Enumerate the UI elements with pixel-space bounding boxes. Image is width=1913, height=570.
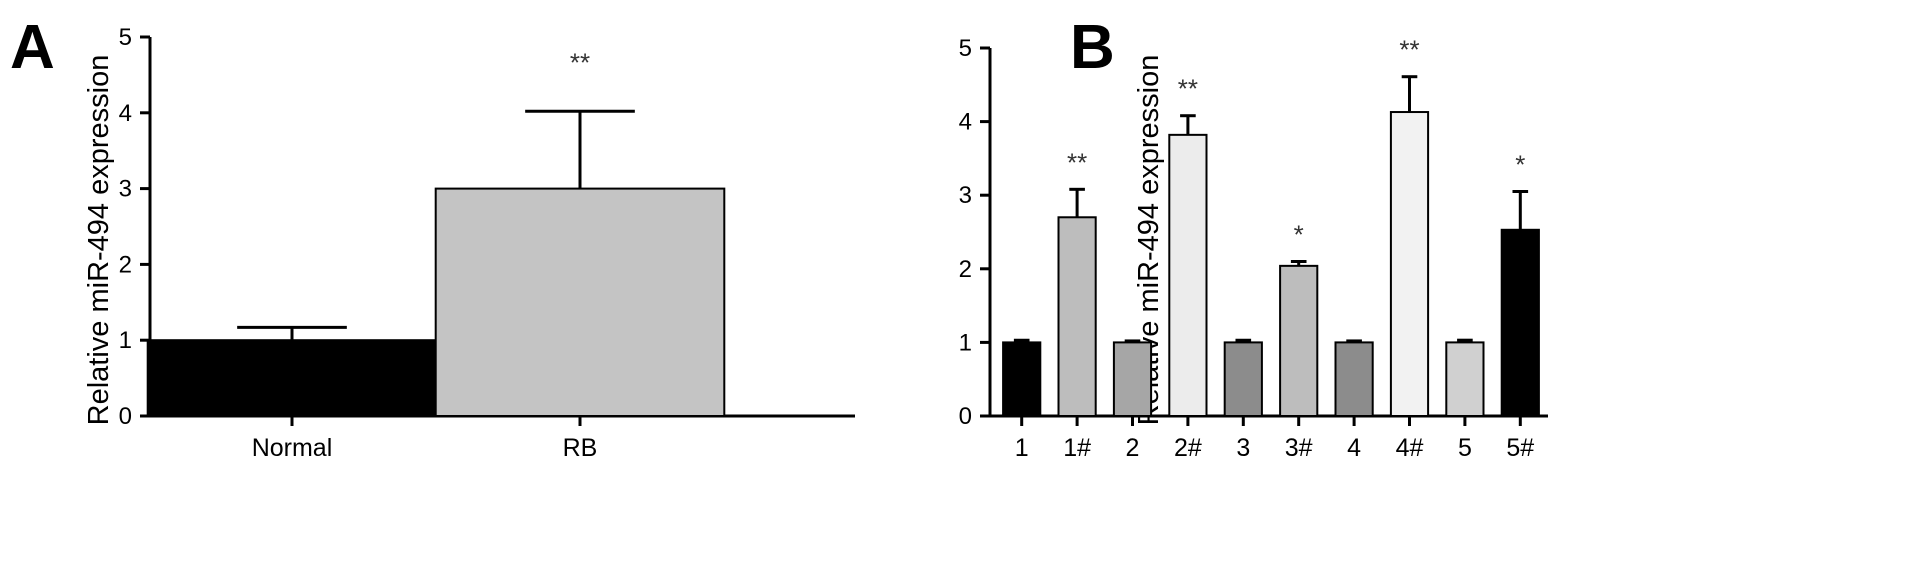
x-tick-label-b: 4# <box>1396 434 1424 462</box>
y-tick-label-a: 2 <box>119 251 132 278</box>
x-tick-label-b: 1# <box>1063 434 1091 462</box>
x-tick-label-a: Normal <box>252 434 333 462</box>
bar-b-1 <box>1002 341 1042 417</box>
x-tick-label-b: 3# <box>1285 434 1313 462</box>
significance-label-b: ** <box>1178 74 1198 104</box>
chart-panel-a: A Relative miR-494 expression 0 1 2 3 4 5 Norm… <box>10 13 855 462</box>
bar-b-5# <box>1500 228 1540 417</box>
x-tick-label-b: 3 <box>1236 434 1250 462</box>
y-tick-label-b: 5 <box>959 35 972 62</box>
y-tick-label-b: 3 <box>959 182 972 209</box>
y-tick-label-a: 4 <box>119 100 132 127</box>
significance-label-a: ** <box>570 47 590 77</box>
bar-b-1# <box>1057 216 1097 417</box>
y-tick-label-a: 1 <box>119 327 132 354</box>
bar-b-5 <box>1445 341 1485 417</box>
x-tick-label-b: 4 <box>1347 434 1361 462</box>
panel-label-a: A <box>10 13 55 82</box>
y-tick-label-a: 0 <box>119 403 132 430</box>
significance-label-b: ** <box>1399 35 1419 65</box>
x-tick-label-a: RB <box>563 434 598 462</box>
bar-b-4# <box>1389 111 1430 417</box>
bar-b-3# <box>1279 264 1319 417</box>
bar-b-3 <box>1223 341 1263 417</box>
significance-label-b: * <box>1294 219 1304 249</box>
significance-label-b: ** <box>1067 147 1087 177</box>
bar-b-2 <box>1112 341 1153 417</box>
significance-label-b: * <box>1515 150 1525 180</box>
y-tick-label-a: 3 <box>119 176 132 203</box>
bar-b-2# <box>1168 133 1208 418</box>
y-tick-label-b: 4 <box>959 109 972 136</box>
bar-a-RB <box>434 187 726 417</box>
y-tick-label-a: 5 <box>119 24 132 51</box>
bar-b-4 <box>1334 341 1374 417</box>
x-tick-label-b: 2# <box>1174 434 1202 462</box>
bar-a-Normal <box>146 339 438 418</box>
x-tick-label-b: 1 <box>1015 434 1029 462</box>
y-tick-label-b: 1 <box>959 329 972 356</box>
panel-label-b: B <box>1070 13 1115 82</box>
y-tick-label-b: 0 <box>959 403 972 430</box>
x-tick-label-b: 5 <box>1458 434 1472 462</box>
x-tick-label-b: 2 <box>1126 434 1140 462</box>
y-axis-label-a: Relative miR-494 expression <box>83 55 115 426</box>
x-tick-label-b: 5# <box>1506 434 1534 462</box>
y-tick-label-b: 2 <box>959 256 972 283</box>
